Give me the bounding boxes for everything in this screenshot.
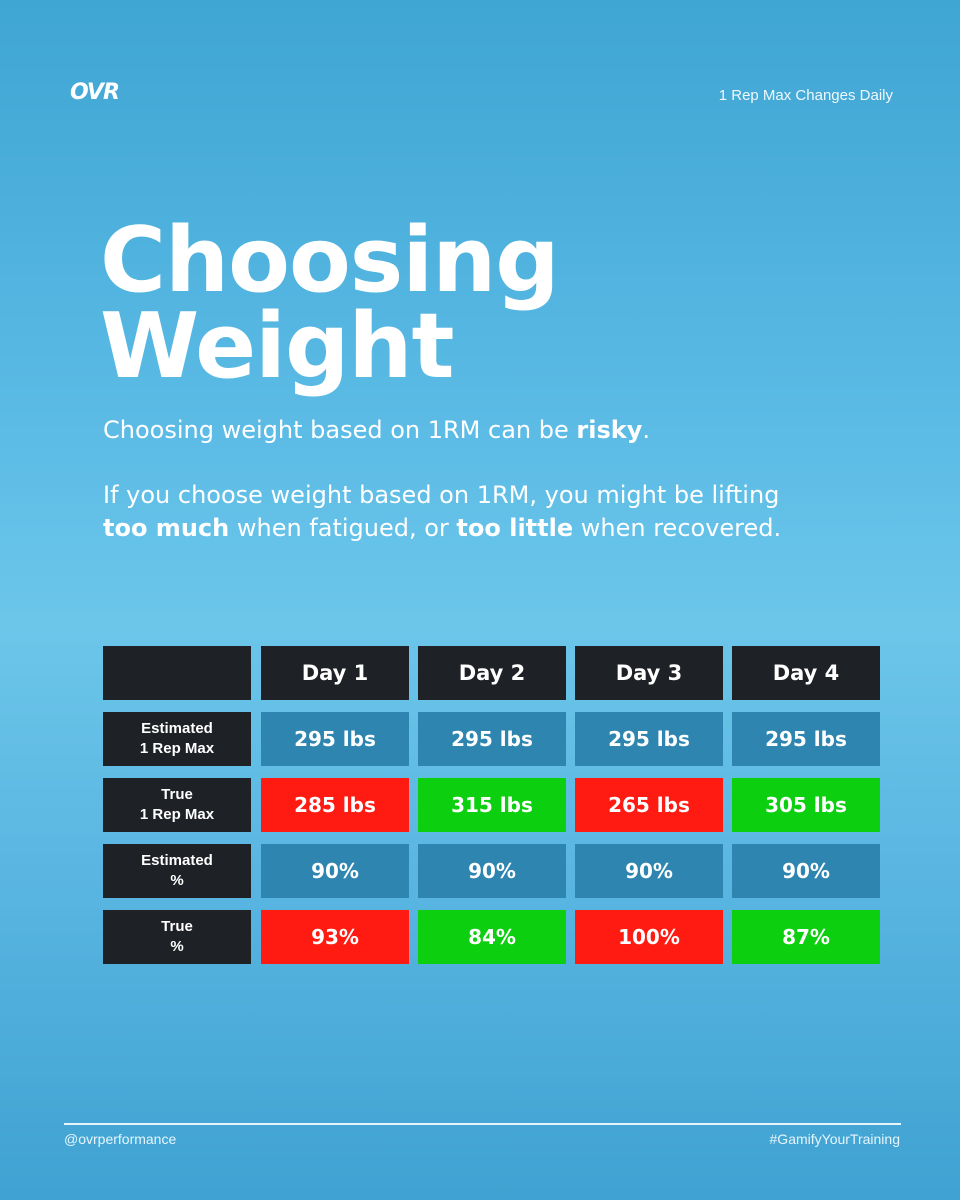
- column-header-day-1: Day 1: [261, 646, 409, 700]
- explanation-bold-2: too little: [456, 514, 574, 542]
- footer-hashtag: #GamifyYourTraining: [769, 1131, 900, 1147]
- comparison-table: Day 1 Day 2 Day 3 Day 4 Estimated 1 Rep M…: [103, 646, 880, 976]
- row-label-line-1: Estimated: [141, 720, 213, 737]
- explanation-bold-1: too much: [103, 514, 230, 542]
- table-row: True% 93% 84% 100% 87%: [103, 910, 880, 964]
- header-tagline: 1 Rep Max Changes Daily: [718, 87, 893, 104]
- row-label-line-2: %: [170, 938, 184, 955]
- column-header-day-2: Day 2: [418, 646, 566, 700]
- row-label-line-2: %: [170, 872, 184, 889]
- table-cell: 93%: [261, 910, 409, 964]
- table-row: Estimated 1 Rep Max 295 lbs 295 lbs 295 l…: [103, 712, 880, 766]
- row-label-line-1: True: [161, 918, 193, 935]
- title-line-2: Weight: [100, 294, 454, 399]
- table-cell: 265 lbs: [575, 778, 723, 832]
- table-cell: 84%: [418, 910, 566, 964]
- table-cell: 90%: [261, 844, 409, 898]
- row-label: True%: [103, 910, 251, 964]
- table-cell: 90%: [575, 844, 723, 898]
- explanation-text-1: If you choose weight based on 1RM, you m…: [103, 481, 780, 509]
- footer-divider: [64, 1123, 901, 1125]
- intro-text: Choosing weight based on 1RM can be: [103, 416, 577, 444]
- table-row: Estimated% 90% 90% 90% 90%: [103, 844, 880, 898]
- column-header-day-4: Day 4: [732, 646, 880, 700]
- page-title: Choosing Weight: [100, 208, 560, 399]
- table-cell: 90%: [418, 844, 566, 898]
- explanation-text-3: when recovered.: [573, 514, 782, 542]
- table-cell: 295 lbs: [732, 712, 880, 766]
- table-row: True 1 Rep Max 285 lbs 315 lbs 265 lbs 30…: [103, 778, 880, 832]
- ovr-logo: OVR: [70, 80, 120, 105]
- title-line-1: Choosing: [100, 208, 560, 313]
- table-cell: 305 lbs: [732, 778, 880, 832]
- table-header-row: Day 1 Day 2 Day 3 Day 4: [103, 646, 880, 700]
- table-cell: 100%: [575, 910, 723, 964]
- table-cell: 295 lbs: [418, 712, 566, 766]
- row-label: Estimated%: [103, 844, 251, 898]
- row-label-line-2: 1 Rep Max: [139, 740, 215, 757]
- intro-bold: risky: [576, 416, 643, 444]
- table-corner-cell: [103, 646, 251, 700]
- intro-end: .: [642, 416, 650, 444]
- table-cell: 295 lbs: [575, 712, 723, 766]
- table-cell: 285 lbs: [261, 778, 409, 832]
- row-label-line-1: True: [161, 786, 193, 803]
- explanation-text-2: when fatigued, or: [229, 514, 457, 542]
- row-label: True 1 Rep Max: [103, 778, 251, 832]
- intro-paragraph: Choosing weight based on 1RM can be risk…: [103, 414, 823, 447]
- column-header-day-3: Day 3: [575, 646, 723, 700]
- table-cell: 295 lbs: [261, 712, 409, 766]
- table-cell: 90%: [732, 844, 880, 898]
- footer-handle: @ovrperformance: [64, 1131, 177, 1147]
- row-label: Estimated 1 Rep Max: [103, 712, 251, 766]
- table-cell: 315 lbs: [418, 778, 566, 832]
- explanation-paragraph: If you choose weight based on 1RM, you m…: [103, 479, 823, 545]
- row-label-line-2: 1 Rep Max: [139, 806, 215, 823]
- table-cell: 87%: [732, 910, 880, 964]
- row-label-line-1: Estimated: [141, 852, 213, 869]
